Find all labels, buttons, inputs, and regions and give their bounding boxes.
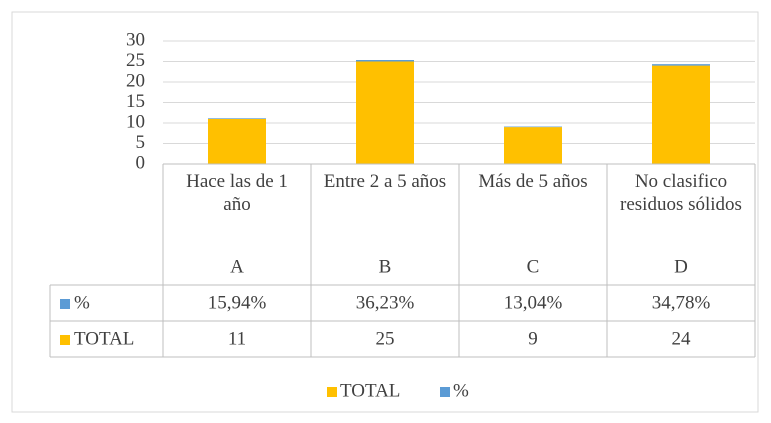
category-label: No clasifico residuos sólidos bbox=[620, 171, 742, 215]
x-tick-label: B bbox=[379, 256, 392, 277]
legend-label: TOTAL bbox=[340, 380, 400, 401]
category-label: Más de 5 años bbox=[478, 171, 588, 192]
category-label: Entre 2 a 5 años bbox=[323, 171, 447, 192]
bar bbox=[652, 65, 710, 164]
y-tick-label: 30 bbox=[126, 29, 145, 50]
category-label-box: No clasifico residuos sólidos bbox=[620, 171, 742, 215]
category-label-box: Entre 2 a 5 años bbox=[323, 171, 447, 192]
y-tick-label: 10 bbox=[126, 111, 145, 132]
bar bbox=[504, 127, 562, 164]
legend-key bbox=[60, 335, 70, 345]
row-header: TOTAL bbox=[74, 328, 134, 349]
category-label-box: Hace las de 1 año bbox=[186, 171, 288, 215]
x-tick-label: C bbox=[527, 256, 540, 277]
legend-key bbox=[60, 299, 70, 309]
table-value: 36,23% bbox=[356, 292, 415, 313]
category-label-box: Más de 5 años bbox=[478, 171, 588, 192]
x-tick-label: D bbox=[674, 256, 688, 277]
row-header: % bbox=[74, 292, 90, 313]
table-value: 25 bbox=[376, 328, 395, 349]
legend-key bbox=[327, 387, 337, 397]
table-value: 34,78% bbox=[652, 292, 711, 313]
x-tick-label: A bbox=[230, 256, 244, 277]
y-tick-label: 0 bbox=[136, 152, 146, 173]
table-value: 13,04% bbox=[504, 292, 563, 313]
bar bbox=[504, 126, 562, 128]
bar bbox=[208, 118, 266, 164]
bar bbox=[652, 64, 710, 66]
y-tick-label: 5 bbox=[136, 132, 146, 153]
y-tick-label: 15 bbox=[126, 91, 145, 112]
bar bbox=[356, 61, 414, 164]
table-value: 11 bbox=[228, 328, 246, 349]
y-tick-label: 20 bbox=[126, 70, 145, 91]
table-value: 15,94% bbox=[208, 292, 267, 313]
legend-label: % bbox=[453, 380, 469, 401]
legend-key bbox=[440, 387, 450, 397]
table-value: 24 bbox=[672, 328, 692, 349]
category-label: Hace las de 1 año bbox=[186, 171, 288, 215]
bar bbox=[356, 60, 414, 62]
bar bbox=[208, 118, 266, 119]
table-value: 9 bbox=[528, 328, 538, 349]
y-tick-label: 25 bbox=[126, 50, 145, 71]
